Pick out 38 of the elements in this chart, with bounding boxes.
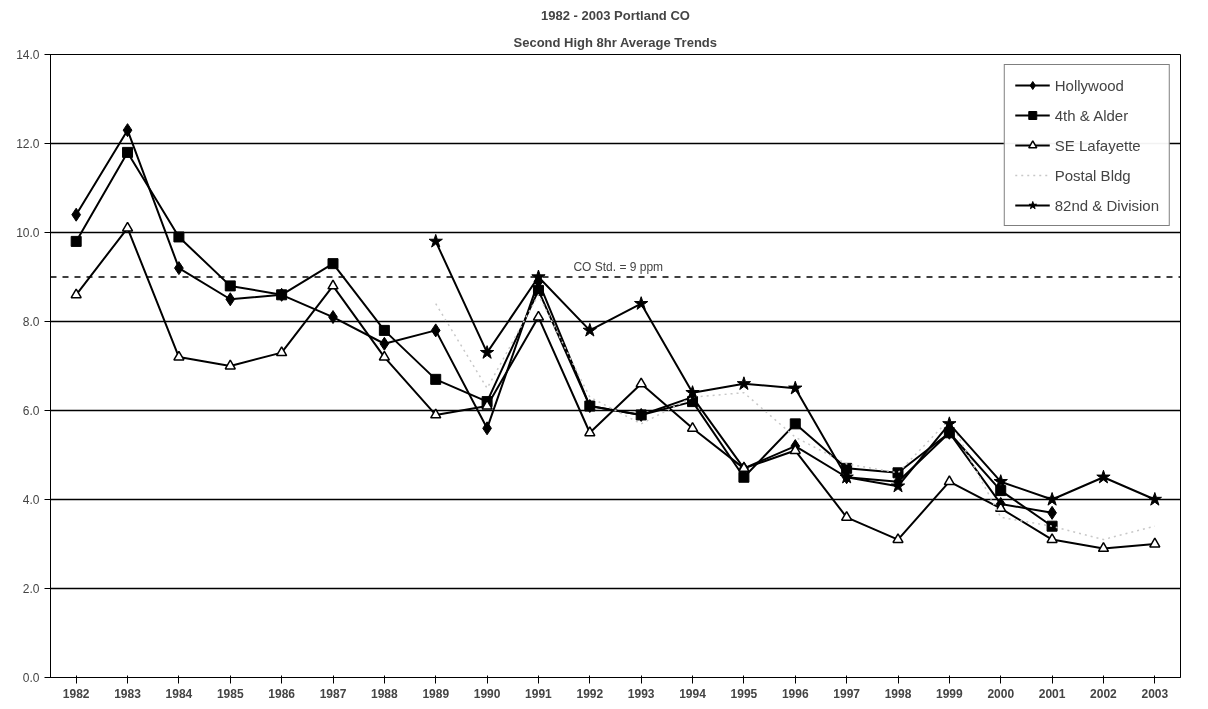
x-tick-label: 2001 — [1038, 686, 1066, 701]
y-tick-label: 6.0 — [22, 404, 40, 418]
y-tick-label: 4.0 — [22, 493, 40, 507]
y-tick-label: 0.0 — [22, 671, 40, 685]
chart-title: 1982 - 2003 Portland CO — [541, 7, 690, 23]
x-tick-label: 1991 — [525, 686, 553, 701]
x-tick-label: 1997 — [833, 686, 861, 701]
ref-line-label: CO Std. = 9 ppm — [573, 260, 664, 274]
x-tick-label: 2003 — [1141, 686, 1169, 701]
legend-label: Hollywood — [1054, 76, 1124, 94]
x-tick-label: 1999 — [936, 686, 964, 701]
x-tick-label: 1993 — [627, 686, 655, 701]
x-tick-label: 1987 — [319, 686, 347, 701]
legend-label: SE Lafayette — [1054, 136, 1141, 154]
x-tick-label: 1996 — [781, 686, 809, 701]
x-tick-label: 1983 — [114, 686, 142, 701]
y-tick-label: 14.0 — [16, 48, 40, 62]
x-tick-label: 1998 — [884, 686, 912, 701]
x-tick-label: 1992 — [576, 686, 604, 701]
chart-subtitle: Second High 8hr Average Trends — [513, 34, 717, 50]
y-tick-label: 10.0 — [16, 226, 40, 240]
legend-label: Postal Bldg — [1054, 166, 1131, 184]
y-tick-label: 12.0 — [16, 137, 40, 151]
x-tick-label: 1982 — [62, 686, 90, 701]
x-tick-label: 1984 — [165, 686, 193, 701]
x-tick-label: 1994 — [679, 686, 707, 701]
legend-label: 82nd & Division — [1054, 196, 1159, 214]
legend-label: 4th & Alder — [1054, 106, 1129, 124]
x-tick-label: 1989 — [422, 686, 450, 701]
x-tick-label: 1990 — [473, 686, 501, 701]
x-tick-label: 2000 — [987, 686, 1015, 701]
x-tick-label: 1986 — [268, 686, 296, 701]
x-tick-label: 1995 — [730, 686, 758, 701]
x-tick-label: 2002 — [1090, 686, 1118, 701]
x-tick-label: 1988 — [371, 686, 399, 701]
y-tick-label: 2.0 — [22, 582, 40, 596]
y-tick-label: 8.0 — [22, 315, 40, 329]
x-tick-label: 1985 — [216, 686, 244, 701]
